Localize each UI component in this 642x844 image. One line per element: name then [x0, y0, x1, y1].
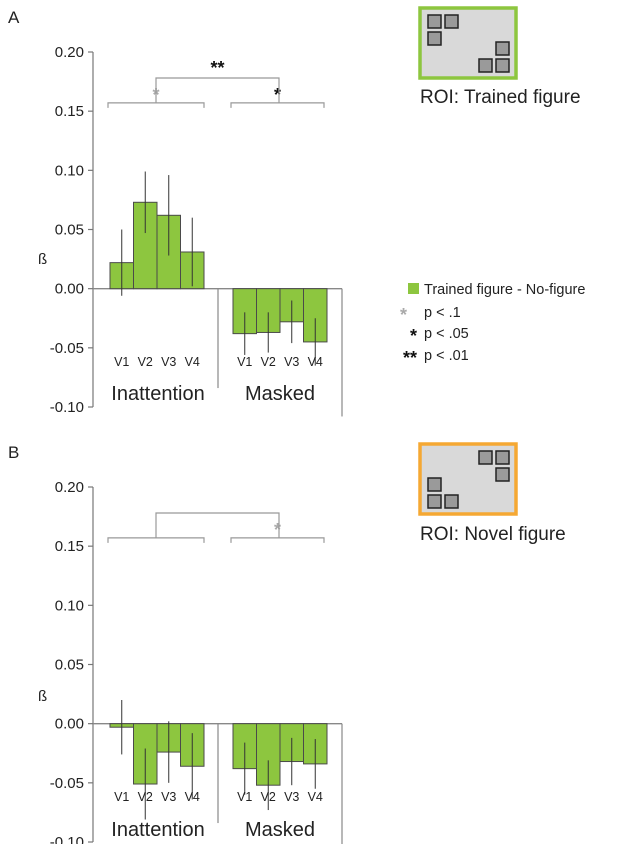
legend-p1: p < .1 — [424, 305, 461, 321]
roi-label-trained: ROI: Trained figure — [420, 87, 581, 108]
panel-a-area-label-v2: V2 — [261, 355, 276, 369]
panel-b-area-label-v1: V1 — [114, 790, 129, 804]
panel-b-ytick-label: 0.20 — [55, 479, 84, 496]
panel-a-ytick-label: -0.05 — [50, 340, 84, 357]
panel-b-area-label-v4: V4 — [185, 790, 200, 804]
roi-square — [427, 494, 442, 509]
panel-a-star-between: ** — [210, 58, 224, 78]
panel-b-group-label-inattention: Inattention — [111, 819, 204, 841]
panel-a-ytick-label: 0.00 — [55, 281, 84, 298]
panel-a-ytick-label: -0.10 — [50, 399, 84, 416]
panel-a-ytick-label: 0.20 — [55, 44, 84, 61]
roi-square — [495, 467, 510, 482]
panel-b-area-label-v3: V3 — [161, 790, 176, 804]
roi-square — [427, 14, 442, 29]
panel-b-bracket-inattention — [107, 537, 205, 543]
panel-b-ytick-label: 0.15 — [55, 538, 84, 555]
panel-b-bracket-between — [155, 512, 280, 538]
legend-bar-label: Trained figure - No-figure — [424, 282, 585, 298]
panel-b-ytick-label: 0.10 — [55, 597, 84, 614]
panel-b-ytick-label: 0.05 — [55, 657, 84, 674]
panel-a-bracket-masked — [230, 102, 325, 108]
legend-p01: p < .01 — [424, 348, 469, 364]
panel-a-area-label-v3: V3 — [284, 355, 299, 369]
panel-a-group-label-inattention: Inattention — [111, 383, 204, 405]
roi-square — [444, 494, 459, 509]
panel-b-ytick-label: -0.10 — [50, 834, 84, 844]
panel-b-area-label-v2: V2 — [261, 790, 276, 804]
panel-a-area-label-v4: V4 — [308, 355, 323, 369]
roi-square — [495, 450, 510, 465]
panel-b-letter: B — [8, 443, 19, 462]
legend-swatch — [408, 283, 419, 294]
panel-a-ytick-label: 0.10 — [55, 162, 84, 179]
panel-a-area-label-v4: V4 — [185, 355, 200, 369]
panel-a: 0.20 0.15 0.10 0.05 0.00 -0.05 -0.10 V1 V2 V3 V4 V1… — [50, 6, 518, 417]
panel-b-area-label-v2: V2 — [138, 790, 153, 804]
panel-b-ytick-label: -0.05 — [50, 775, 84, 792]
legend-star-black: * — [410, 326, 417, 346]
roi-square — [495, 58, 510, 73]
legend-star-gray: * — [400, 305, 407, 325]
legend-star-double: ** — [403, 348, 417, 368]
panel-b-ylabel: ß — [38, 688, 47, 705]
panel-a-ylabel: ß — [38, 251, 47, 268]
roi-square — [478, 450, 493, 465]
roi-square — [495, 41, 510, 56]
panel-b-star-masked: * — [274, 520, 281, 540]
roi-square — [427, 31, 442, 46]
panel-a-letter: A — [8, 8, 20, 27]
panel-a-ytick-label: 0.05 — [55, 222, 84, 239]
panel-b-bracket-masked — [230, 537, 325, 543]
panel-a-area-label-v1: V1 — [237, 355, 252, 369]
panel-b-area-label-v1: V1 — [237, 790, 252, 804]
panel-b-area-label-v4: V4 — [308, 790, 323, 804]
roi-square — [427, 477, 442, 492]
panel-a-star-masked: * — [274, 85, 281, 105]
panel-b-ytick-label: 0.00 — [55, 716, 84, 733]
panel-b-area-label-v3: V3 — [284, 790, 299, 804]
legend-p05: p < .05 — [424, 326, 469, 342]
roi-square — [444, 14, 459, 29]
panel-a-bracket-between — [155, 77, 280, 103]
chart-panels: 0.20 0.15 0.10 0.05 0.00 -0.05 -0.10 V1 V2 V3 V4 V1… — [50, 6, 518, 844]
panel-a-area-label-v3: V3 — [161, 355, 176, 369]
roi-square — [478, 58, 493, 73]
panel-b: 0.20 0.15 0.10 0.05 0.00 -0.05 -0.10 V1 V2 V3 V4 V1… — [50, 442, 518, 844]
panel-b-group-label-masked: Masked — [245, 819, 315, 841]
roi-label-novel: ROI: Novel figure — [420, 524, 566, 545]
panel-a-area-label-v2: V2 — [138, 355, 153, 369]
panel-a-area-label-v1: V1 — [114, 355, 129, 369]
panel-a-group-label-masked: Masked — [245, 383, 315, 405]
panel-a-ytick-label: 0.15 — [55, 103, 84, 120]
